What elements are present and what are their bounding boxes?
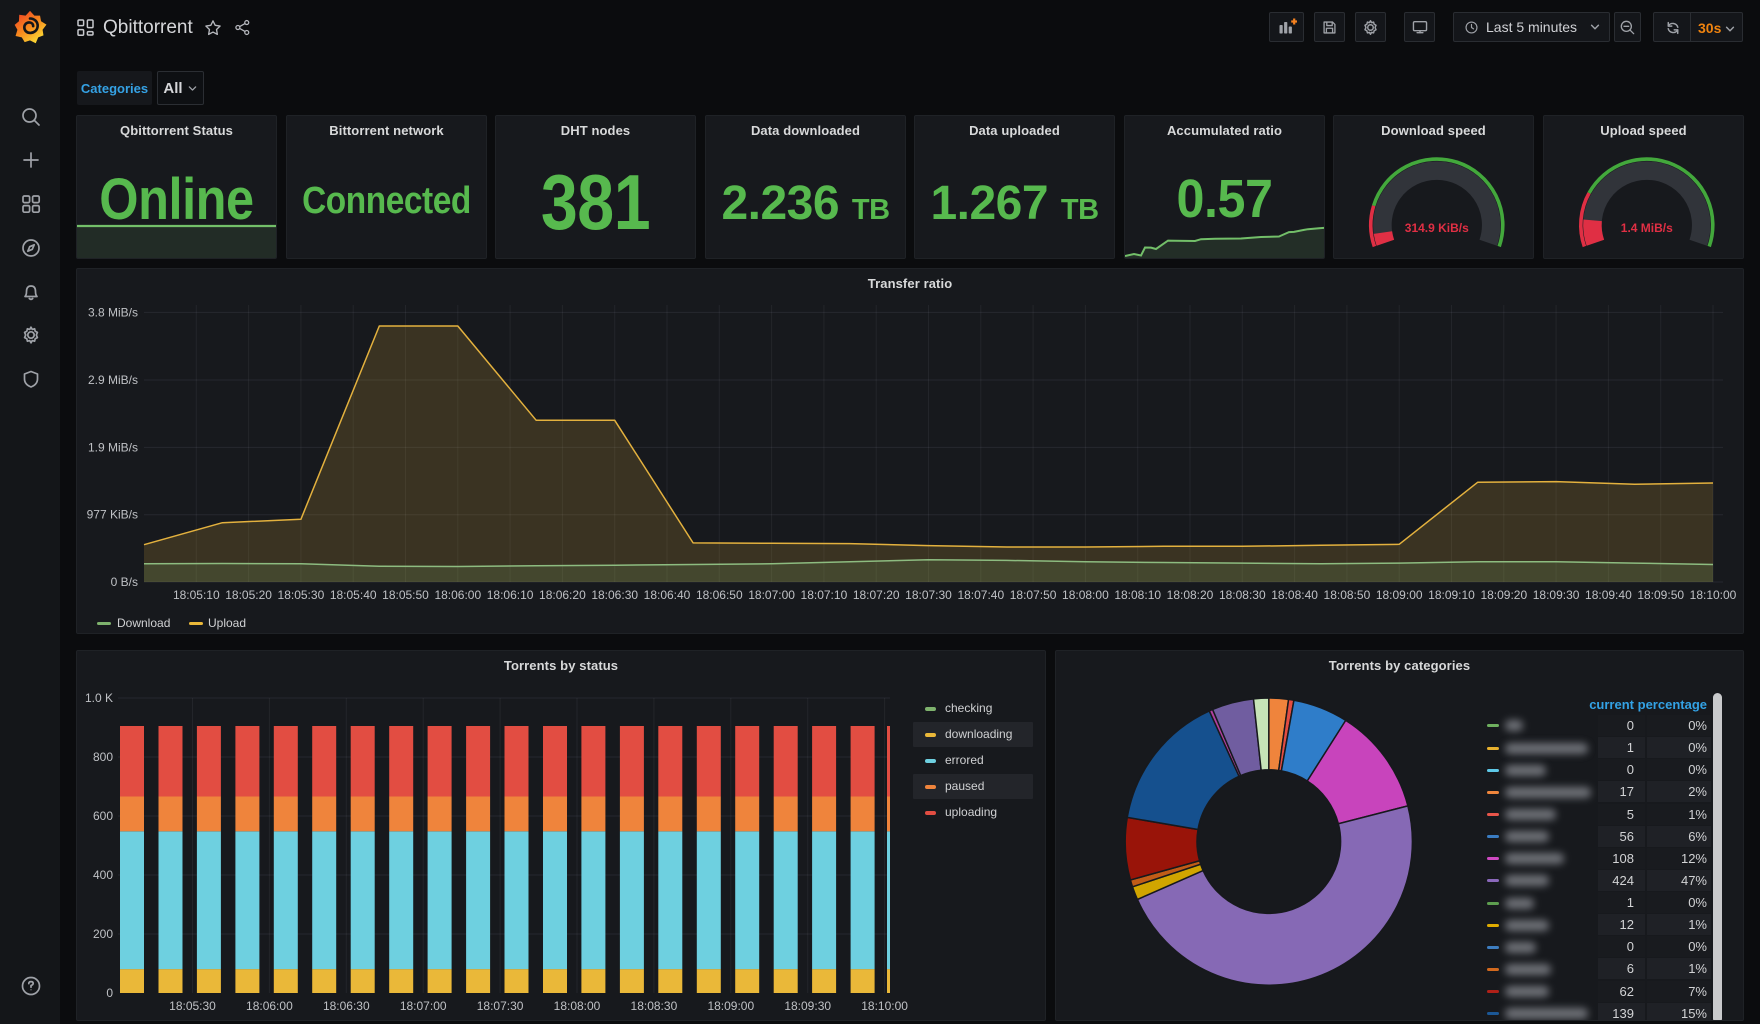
svg-text:18:06:00: 18:06:00	[246, 999, 293, 1013]
svg-text:18:07:20: 18:07:20	[853, 588, 900, 602]
svg-text:18:09:10: 18:09:10	[1428, 588, 1475, 602]
svg-text:1.9 MiB/s: 1.9 MiB/s	[88, 440, 138, 454]
svg-text:18:05:20: 18:05:20	[225, 588, 272, 602]
svg-text:18:06:50: 18:06:50	[696, 588, 743, 602]
svg-text:200: 200	[93, 927, 113, 941]
svg-text:18:10:00: 18:10:00	[861, 999, 908, 1013]
svg-text:18:08:30: 18:08:30	[1219, 588, 1266, 602]
svg-text:18:06:00: 18:06:00	[434, 588, 481, 602]
svg-text:0: 0	[106, 986, 113, 1000]
svg-text:977 KiB/s: 977 KiB/s	[87, 508, 138, 522]
svg-text:18:08:50: 18:08:50	[1324, 588, 1371, 602]
svg-text:18:05:40: 18:05:40	[330, 588, 377, 602]
svg-text:18:06:30: 18:06:30	[323, 999, 370, 1013]
svg-text:18:07:30: 18:07:30	[905, 588, 952, 602]
svg-text:18:09:00: 18:09:00	[707, 999, 754, 1013]
svg-text:0 B/s: 0 B/s	[111, 575, 138, 589]
svg-text:18:09:20: 18:09:20	[1480, 588, 1527, 602]
svg-text:1.0 K: 1.0 K	[85, 691, 113, 705]
svg-text:18:09:30: 18:09:30	[784, 999, 831, 1013]
svg-text:18:07:00: 18:07:00	[748, 588, 795, 602]
svg-text:18:08:30: 18:08:30	[631, 999, 678, 1013]
svg-text:18:09:50: 18:09:50	[1637, 588, 1684, 602]
svg-text:18:06:30: 18:06:30	[591, 588, 638, 602]
svg-text:1.4 MiB/s: 1.4 MiB/s	[1621, 221, 1673, 235]
svg-text:800: 800	[93, 750, 113, 764]
svg-text:314.9 KiB/s: 314.9 KiB/s	[1405, 221, 1469, 235]
svg-text:18:07:40: 18:07:40	[957, 588, 1004, 602]
svg-text:18:05:10: 18:05:10	[173, 588, 220, 602]
svg-text:18:07:10: 18:07:10	[801, 588, 848, 602]
svg-text:18:06:10: 18:06:10	[487, 588, 534, 602]
svg-text:18:05:30: 18:05:30	[169, 999, 216, 1013]
svg-text:600: 600	[93, 809, 113, 823]
svg-text:18:07:30: 18:07:30	[477, 999, 524, 1013]
svg-text:18:09:40: 18:09:40	[1585, 588, 1632, 602]
svg-text:18:07:00: 18:07:00	[400, 999, 447, 1013]
svg-text:400: 400	[93, 868, 113, 882]
svg-text:18:05:50: 18:05:50	[382, 588, 429, 602]
svg-text:18:06:20: 18:06:20	[539, 588, 586, 602]
svg-text:18:05:30: 18:05:30	[278, 588, 325, 602]
svg-text:18:07:50: 18:07:50	[1010, 588, 1057, 602]
svg-text:18:08:00: 18:08:00	[1062, 588, 1109, 602]
svg-text:2.9 MiB/s: 2.9 MiB/s	[88, 373, 138, 387]
svg-text:18:09:00: 18:09:00	[1376, 588, 1423, 602]
svg-text:18:09:30: 18:09:30	[1533, 588, 1580, 602]
svg-text:18:08:00: 18:08:00	[554, 999, 601, 1013]
svg-text:18:08:20: 18:08:20	[1167, 588, 1214, 602]
svg-text:18:10:00: 18:10:00	[1690, 588, 1737, 602]
svg-text:18:08:10: 18:08:10	[1114, 588, 1161, 602]
svg-text:18:06:40: 18:06:40	[644, 588, 691, 602]
svg-text:18:08:40: 18:08:40	[1271, 588, 1318, 602]
svg-text:3.8 MiB/s: 3.8 MiB/s	[88, 305, 138, 319]
